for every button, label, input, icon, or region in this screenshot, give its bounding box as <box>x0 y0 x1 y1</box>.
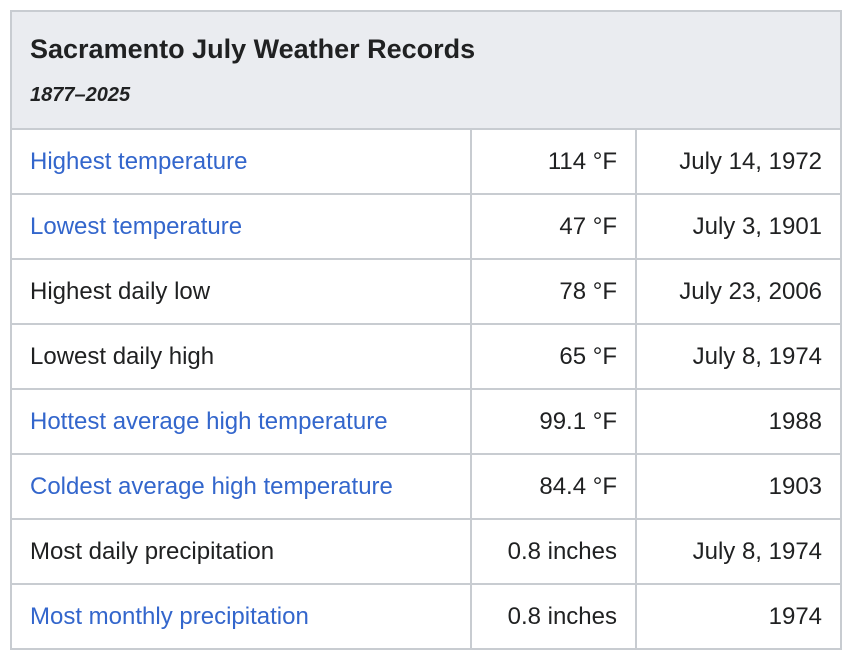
records-period: 1877–2025 <box>30 84 131 106</box>
record-link-hottest-average-high[interactable]: Hottest average high temperature <box>30 407 388 435</box>
record-date: July 8, 1974 <box>634 323 842 389</box>
record-value: 114 °F <box>470 129 636 194</box>
record-label-cell: Highest temperature <box>11 129 471 194</box>
record-date: July 3, 1901 <box>634 193 842 259</box>
table-title: Sacramento July Weather Records <box>30 34 476 64</box>
record-label-cell: Highest daily low <box>11 258 471 324</box>
table-row: Hottest average high temperature 99.1 °F… <box>11 388 842 454</box>
table-header-row: Sacramento July Weather Records 1877–202… <box>11 11 842 130</box>
table-row: Lowest daily high 65 °F July 8, 1974 <box>11 323 842 389</box>
record-link-lowest-temperature[interactable]: Lowest temperature <box>30 212 243 240</box>
record-label-lowest-daily-high: Lowest daily high <box>30 342 215 370</box>
record-link-coldest-average-high[interactable]: Coldest average high temperature <box>30 472 393 500</box>
record-value: 0.8 inches <box>470 583 636 649</box>
record-label-cell: Lowest temperature <box>11 193 471 259</box>
record-label-cell: Hottest average high temperature <box>11 388 471 454</box>
table-row: Coldest average high temperature 84.4 °F… <box>11 453 842 519</box>
table-row: Highest daily low 78 °F July 23, 2006 <box>11 258 842 324</box>
record-label-cell: Most daily precipitation <box>11 518 471 584</box>
record-value: 0.8 inches <box>470 518 636 584</box>
record-date: July 14, 1972 <box>634 129 842 194</box>
table-row: Lowest temperature 47 °F July 3, 1901 <box>11 193 842 259</box>
record-link-most-monthly-precipitation[interactable]: Most monthly precipitation <box>30 602 309 630</box>
record-value: 78 °F <box>470 258 636 324</box>
record-date: July 23, 2006 <box>634 258 842 324</box>
record-label-cell: Coldest average high temperature <box>11 453 471 519</box>
record-date: July 8, 1974 <box>634 518 842 584</box>
record-link-highest-temperature[interactable]: Highest temperature <box>30 147 248 175</box>
record-label-cell: Most monthly precipitation <box>11 583 471 649</box>
record-date: 1988 <box>634 388 842 454</box>
weather-records-table: Sacramento July Weather Records 1877–202… <box>10 10 843 650</box>
record-label-cell: Lowest daily high <box>11 323 471 389</box>
record-value: 47 °F <box>470 193 636 259</box>
record-label-most-daily-precipitation: Most daily precipitation <box>30 537 275 565</box>
record-date: 1974 <box>634 583 842 649</box>
table-caption: Sacramento July Weather Records 1877–202… <box>11 11 842 130</box>
table-row: Highest temperature 114 °F July 14, 1972 <box>11 129 842 194</box>
record-date: 1903 <box>634 453 842 519</box>
record-value: 84.4 °F <box>470 453 636 519</box>
record-value: 99.1 °F <box>470 388 636 454</box>
table-row: Most monthly precipitation 0.8 inches 19… <box>11 583 842 649</box>
record-label-highest-daily-low: Highest daily low <box>30 277 211 305</box>
record-value: 65 °F <box>470 323 636 389</box>
table-row: Most daily precipitation 0.8 inches July… <box>11 518 842 584</box>
